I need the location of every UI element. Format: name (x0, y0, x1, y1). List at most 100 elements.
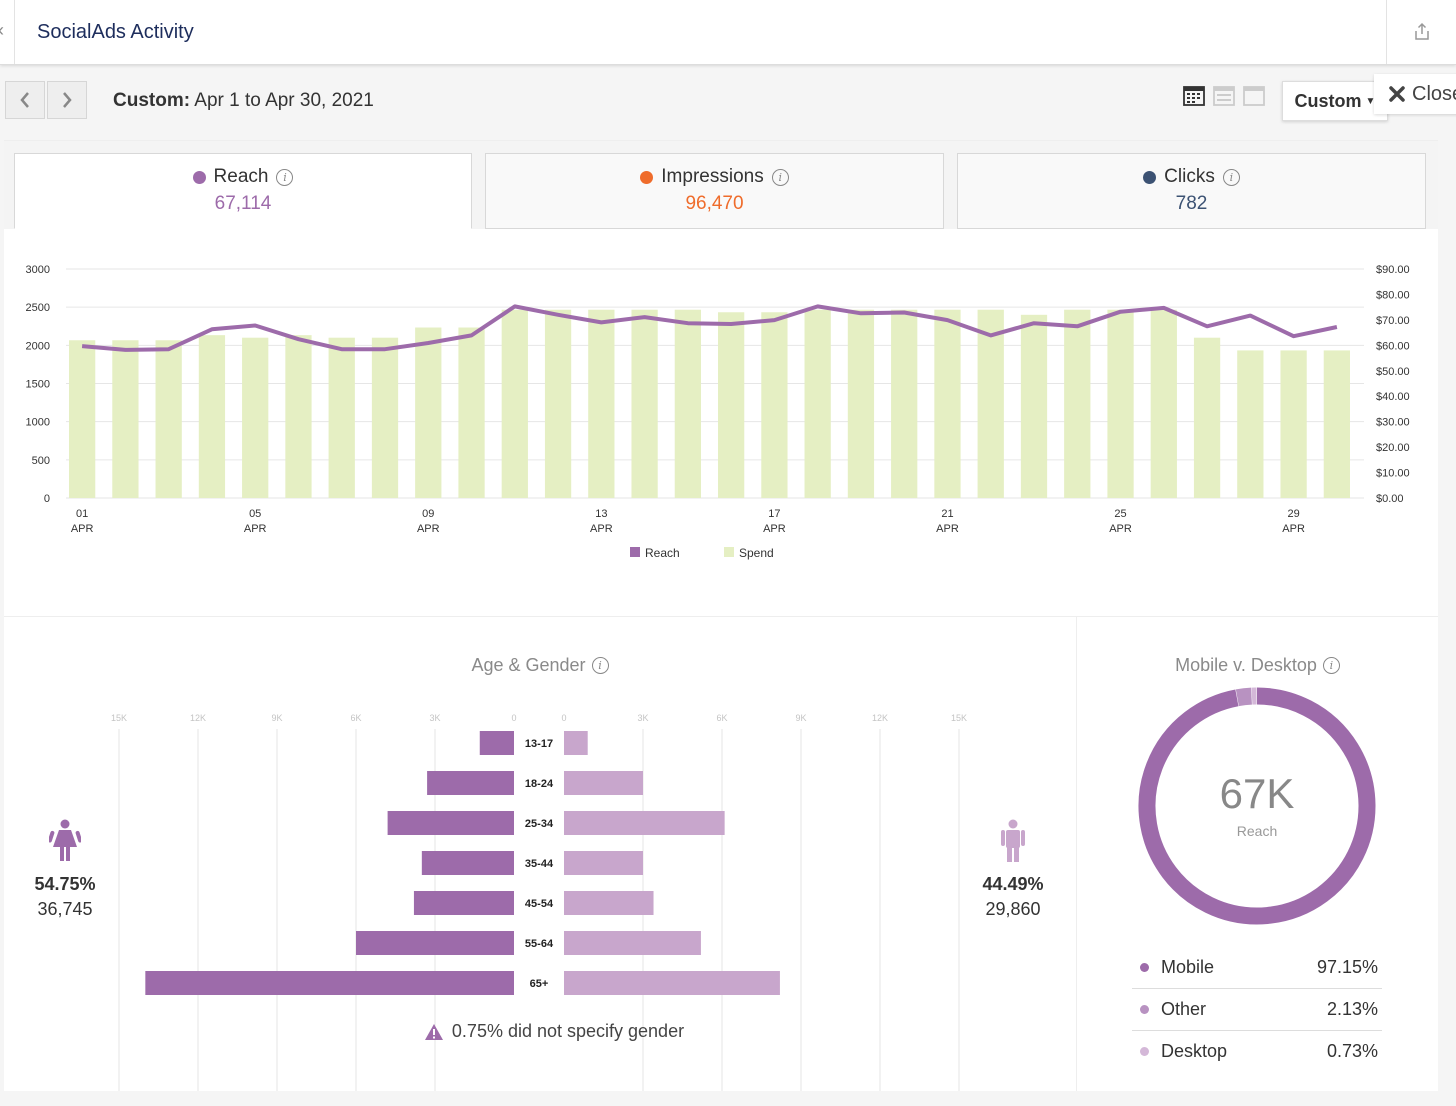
y-left-tick-label: 2000 (26, 340, 50, 352)
x-tick-label-left: 12K (190, 713, 206, 723)
donut-slice[interactable] (1235, 687, 1253, 707)
x-tick-month: APR (763, 523, 786, 535)
y-right-tick-label: $40.00 (1376, 391, 1410, 403)
sidebar-toggle[interactable]: ‹ (0, 0, 15, 64)
spend-bar[interactable] (285, 335, 312, 498)
date-range-label: Custom: Apr 1 to Apr 30, 2021 (113, 90, 374, 112)
range-dropdown-button[interactable]: Custom ▼ (1282, 81, 1388, 121)
tab-reach[interactable]: Reach i 67,114 (14, 153, 472, 229)
spend-bar[interactable] (415, 327, 442, 498)
other-dot-icon (1140, 1005, 1149, 1014)
calendar-day-icon[interactable] (1242, 83, 1266, 107)
male-bar[interactable] (564, 931, 701, 955)
male-bar[interactable] (564, 731, 588, 755)
spend-bar[interactable] (631, 309, 658, 498)
prev-period-button[interactable] (5, 81, 45, 119)
warning-icon (424, 1023, 443, 1040)
spend-bar[interactable] (198, 335, 226, 498)
info-icon[interactable]: i (771, 168, 789, 186)
spend-bar[interactable] (112, 340, 139, 498)
female-bar[interactable] (413, 891, 514, 915)
spend-bar[interactable] (1323, 350, 1350, 498)
y-right-tick-label: $90.00 (1376, 264, 1410, 276)
spend-bar[interactable] (847, 309, 875, 498)
x-tick-day: 01 (76, 508, 88, 520)
age-gender-title-text: Age & Gender (471, 655, 586, 675)
spend-bar[interactable] (1237, 350, 1264, 498)
y-right-tick-label: $50.00 (1376, 366, 1410, 378)
female-bar[interactable] (145, 971, 515, 995)
spend-bar[interactable] (1020, 314, 1048, 498)
close-button[interactable]: Close (1374, 74, 1456, 114)
info-icon[interactable]: i (1322, 657, 1340, 674)
spend-bar[interactable] (804, 309, 831, 498)
chevron-right-icon (63, 92, 72, 108)
clicks-dot-icon (1143, 170, 1157, 184)
calendar-month-icon[interactable] (1182, 83, 1206, 107)
spend-bar[interactable] (328, 337, 355, 498)
legend-spend-swatch (724, 547, 734, 557)
info-icon[interactable]: i (276, 168, 294, 186)
info-icon[interactable]: i (1222, 168, 1240, 186)
male-summary: 44.49% 29,860 (963, 819, 1063, 920)
female-bar[interactable] (479, 731, 514, 755)
spend-bar[interactable] (588, 309, 615, 498)
spend-bar[interactable] (155, 340, 182, 498)
spend-bar[interactable] (371, 337, 399, 498)
spend-bar[interactable] (934, 309, 961, 498)
male-bar[interactable] (564, 891, 654, 915)
y-left-tick-label: 500 (32, 455, 50, 467)
legend-item-mobile: Mobile 97.15% (1132, 947, 1382, 989)
share-button[interactable] (1386, 0, 1456, 64)
spend-bar[interactable] (1150, 309, 1177, 498)
male-bar[interactable] (564, 771, 643, 795)
spend-bar[interactable] (69, 340, 96, 498)
male-count: 29,860 (985, 899, 1041, 919)
desktop-dot-icon (1140, 1047, 1149, 1056)
info-icon[interactable]: i (591, 657, 609, 674)
legend-label: Mobile (1161, 957, 1215, 977)
spend-bar[interactable] (674, 309, 701, 498)
section-divider (4, 616, 1438, 617)
spend-bar[interactable] (1193, 337, 1221, 498)
spend-bar[interactable] (501, 309, 528, 498)
male-bar[interactable] (564, 851, 643, 875)
female-bar[interactable] (387, 811, 514, 835)
chevron-left-icon: ‹ (0, 20, 4, 41)
y-right-tick-label: $30.00 (1376, 417, 1410, 429)
report-panel: Reach i 67,114 Impressions i 96,470 Clicks… (4, 140, 1438, 1091)
spend-bar[interactable] (977, 309, 1004, 498)
spend-bar[interactable] (544, 309, 572, 498)
male-bar[interactable] (564, 811, 725, 835)
reach-line[interactable] (81, 304, 1338, 352)
female-bar[interactable] (421, 851, 514, 875)
legend-reach-swatch (630, 547, 640, 557)
x-tick-day: 29 (1287, 508, 1299, 520)
spend-bar[interactable] (761, 312, 788, 498)
donut-center-value: 67K (1220, 770, 1295, 817)
y-right-tick-label: $80.00 (1376, 289, 1410, 301)
x-tick-label-left: 6K (350, 713, 361, 723)
spend-bar[interactable] (718, 312, 745, 498)
tab-impressions[interactable]: Impressions i 96,470 (485, 153, 944, 229)
spend-bar[interactable] (242, 337, 269, 498)
spend-bar[interactable] (458, 327, 485, 498)
next-period-button[interactable] (47, 81, 87, 119)
female-bar[interactable] (356, 931, 514, 955)
tab-value: 67,114 (214, 193, 272, 214)
date-range-prefix: Custom: (113, 90, 191, 111)
legend-reach-label[interactable]: Reach (645, 546, 680, 560)
male-bar[interactable] (564, 971, 780, 995)
legend-spend-label[interactable]: Spend (739, 546, 774, 560)
female-bar[interactable] (427, 771, 514, 795)
x-tick-label-right: 3K (637, 713, 648, 723)
spend-bar[interactable] (891, 309, 918, 498)
spend-bar[interactable] (1280, 350, 1307, 498)
tab-clicks[interactable]: Clicks i 782 (957, 153, 1426, 229)
donut-center-label: Reach (1237, 823, 1277, 839)
calendar-week-icon[interactable] (1212, 83, 1236, 107)
x-tick-label-right: 9K (795, 713, 806, 723)
spend-bar[interactable] (1064, 309, 1091, 498)
donut-slice[interactable] (1138, 687, 1376, 925)
spend-bar[interactable] (1107, 309, 1134, 498)
